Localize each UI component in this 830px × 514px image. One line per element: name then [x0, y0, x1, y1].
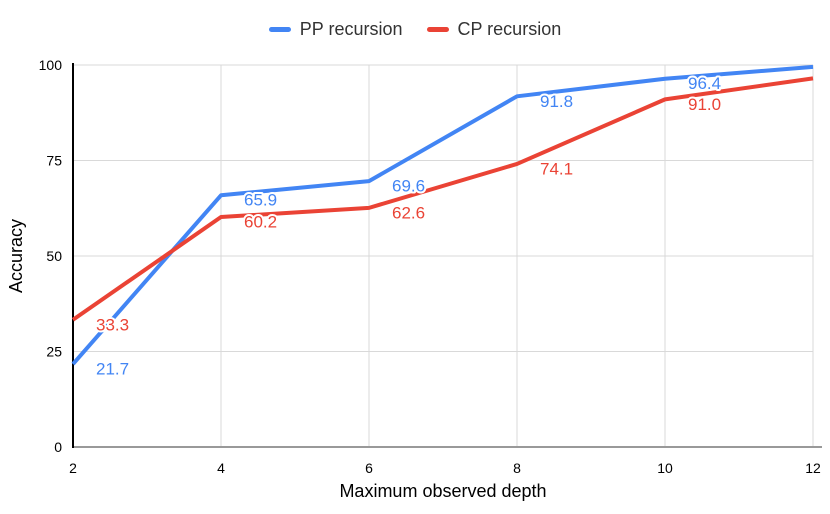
point-label-cp-10: 91.0: [688, 95, 721, 114]
x-tick-2: 2: [69, 460, 77, 476]
point-label-pp-2: 21.7: [96, 360, 129, 379]
y-tick-0: 0: [54, 439, 62, 455]
legend: PP recursion CP recursion: [0, 19, 830, 40]
point-label-cp-4: 60.2: [244, 213, 277, 232]
y-tick-75: 75: [46, 153, 62, 169]
point-label-pp-10: 96.4: [688, 74, 721, 93]
y-tick-50: 50: [46, 248, 62, 264]
legend-item-cp-recursion: CP recursion: [426, 19, 562, 40]
x-tick-10: 10: [657, 460, 673, 476]
series-line-cp-recursion: [71, 76, 814, 322]
legend-swatch-cp-icon: [426, 27, 449, 32]
point-label-pp-6: 69.6: [392, 177, 425, 196]
series-line-pp-recursion: [71, 64, 814, 366]
legend-label-pp: PP recursion: [299, 19, 403, 39]
x-axis-title: Maximum observed depth: [339, 481, 546, 501]
point-label-pp-8: 91.8: [540, 92, 573, 111]
point-label-cp-2: 33.3: [96, 315, 129, 334]
legend-swatch-pp-icon: [268, 27, 291, 32]
x-tick-6: 6: [365, 460, 373, 476]
y-tick-100: 100: [39, 57, 63, 73]
point-label-cp-6: 62.6: [392, 203, 425, 222]
x-tick-4: 4: [217, 460, 225, 476]
x-tick-12: 12: [805, 460, 821, 476]
y-tick-25: 25: [46, 344, 62, 360]
legend-item-pp-recursion: PP recursion: [268, 19, 403, 40]
x-tick-8: 8: [513, 460, 521, 476]
legend-label-cp: CP recursion: [457, 19, 562, 39]
point-label-cp-8: 74.1: [540, 159, 573, 178]
y-axis-title: Accuracy: [6, 219, 26, 293]
point-label-pp-4: 65.9: [244, 191, 277, 210]
